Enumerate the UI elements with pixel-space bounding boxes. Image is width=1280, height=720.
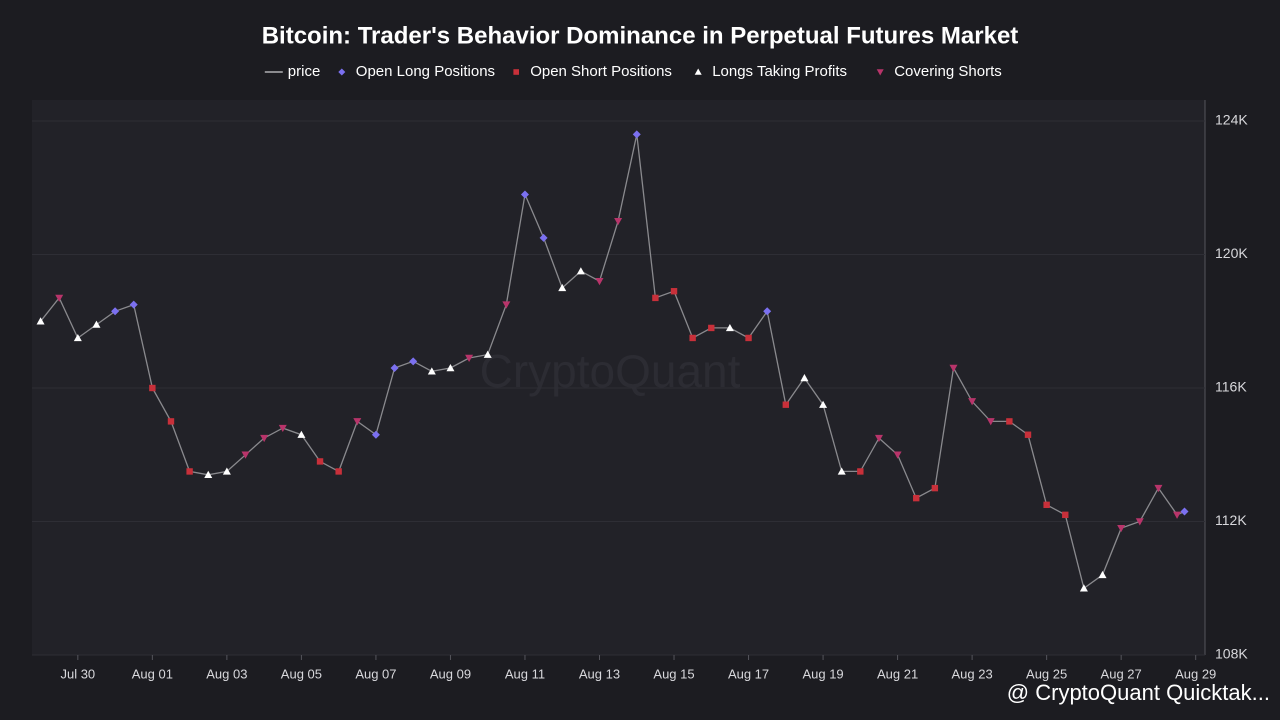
watermark: CryptoQuant [480,345,741,397]
marker [36,317,45,325]
marker [520,190,529,199]
legend-label: Covering Shorts [894,63,1002,80]
marker [129,300,138,309]
legend-swatch [513,69,519,75]
marker [316,458,324,465]
x-tick-label: Aug 19 [802,666,843,681]
y-tick-label: 120K [1215,245,1248,261]
x-tick-label: Aug 13 [579,666,620,681]
marker [595,278,604,286]
marker [502,301,511,309]
marker [92,320,101,328]
marker [1024,431,1032,438]
marker [73,333,82,342]
marker [652,294,659,302]
legend-label: price [288,63,321,80]
x-tick-label: Aug 01 [132,666,173,681]
marker [1062,511,1069,519]
marker [949,364,958,372]
marker [763,307,772,316]
marker [241,451,250,459]
marker [689,334,696,342]
legend-swatch [876,69,884,76]
marker [167,418,175,425]
marker [1006,418,1013,425]
x-tick-label: Aug 15 [653,666,694,681]
x-tick-label: Aug 11 [505,666,545,681]
marker [204,470,213,478]
marker [353,418,362,426]
marker [1135,518,1144,526]
x-tick-label: Aug 27 [1101,666,1142,681]
marker [111,307,120,316]
marker [483,350,492,358]
marker [986,418,995,426]
y-tick-label: 124K [1215,112,1248,128]
marker [149,384,156,392]
marker [558,283,567,292]
marker [371,430,380,439]
marker [297,430,306,438]
y-tick-label: 108K [1215,646,1248,662]
marker [390,363,399,372]
marker [409,357,418,366]
x-tick-label: Aug 09 [430,666,471,681]
marker [335,468,342,475]
marker [278,424,287,433]
chart-title: Bitcoin: Trader's Behavior Dominance in … [262,22,1019,49]
legend-label: Open Long Positions [356,63,495,80]
marker [857,468,864,475]
x-tick-label: Aug 29 [1175,666,1216,681]
marker [55,294,64,302]
legend-label: Longs Taking Profits [712,63,847,80]
marker [725,323,734,332]
marker [427,367,436,375]
marker [837,467,846,475]
marker [186,468,193,475]
x-tick-label: Aug 07 [355,666,396,681]
marker [1098,570,1107,579]
marker [931,484,939,492]
marker [1173,511,1182,519]
marker [1154,484,1163,493]
y-tick-label: 112K [1215,512,1247,528]
marker [893,451,902,459]
marker [913,494,920,502]
marker [874,434,883,443]
x-tick-label: Aug 21 [877,666,918,681]
legend-swatch [694,68,702,75]
x-tick-label: Jul 30 [60,666,95,681]
marker [782,401,790,408]
marker [222,467,231,475]
plot-area [32,100,1205,655]
legend-swatch [338,68,346,76]
legend-label: Open Short Positions [530,63,672,80]
marker [819,400,828,408]
marker [446,363,455,372]
marker [1043,501,1050,509]
marker [539,233,548,242]
marker [800,374,809,382]
marker [708,324,715,332]
legend: price Open Long Positions Open Short Posit… [264,63,1002,80]
marker [1079,584,1088,592]
x-tick-label: Aug 23 [952,666,993,681]
y-tick-label: 116K [1215,379,1247,395]
marker [1117,524,1126,533]
marker [1180,507,1189,516]
x-tick-label: Aug 17 [728,666,769,681]
credit: @ CryptoQuant Quicktak... [1007,680,1270,705]
x-tick-label: Aug 05 [281,666,322,681]
marker [614,217,623,226]
marker [968,398,977,406]
x-tick-label: Aug 25 [1026,666,1067,681]
marker [632,130,641,139]
marker [465,354,474,362]
marker [260,434,269,443]
marker [576,267,585,275]
marker [670,288,678,295]
marker [745,334,752,342]
x-tick-label: Aug 03 [206,666,247,681]
